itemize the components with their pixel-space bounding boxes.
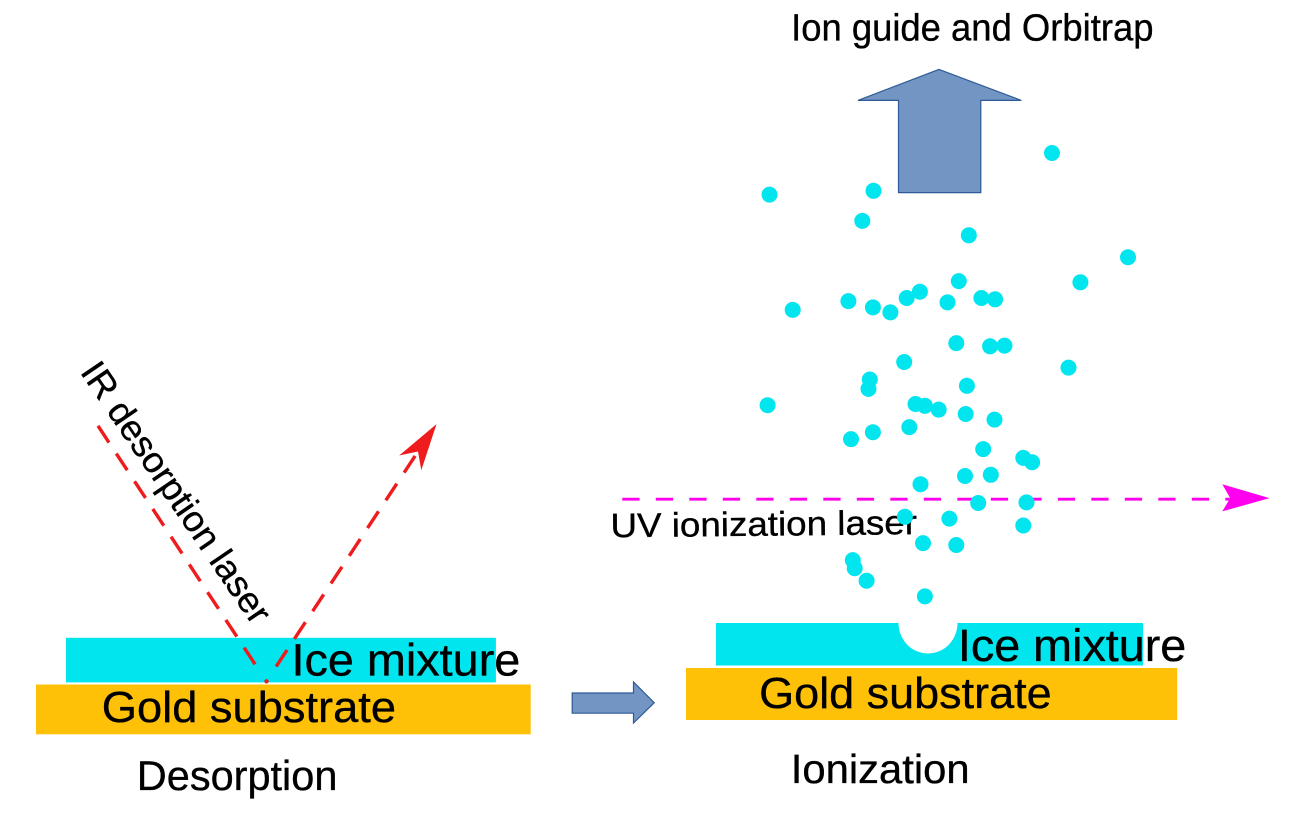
svg-text:Desorption: Desorption [137, 752, 338, 799]
svg-text:Gold substrate: Gold substrate [102, 683, 396, 732]
svg-text:Ice mixture: Ice mixture [958, 620, 1186, 671]
svg-text:Ionization: Ionization [791, 746, 970, 792]
svg-text:Gold substrate: Gold substrate [759, 669, 1051, 718]
svg-text:Ion guide and Orbitrap: Ion guide and Orbitrap [791, 8, 1153, 50]
svg-text:UV ionization laser: UV ionization laser [610, 504, 917, 545]
svg-text:Ice mixture: Ice mixture [292, 634, 521, 685]
